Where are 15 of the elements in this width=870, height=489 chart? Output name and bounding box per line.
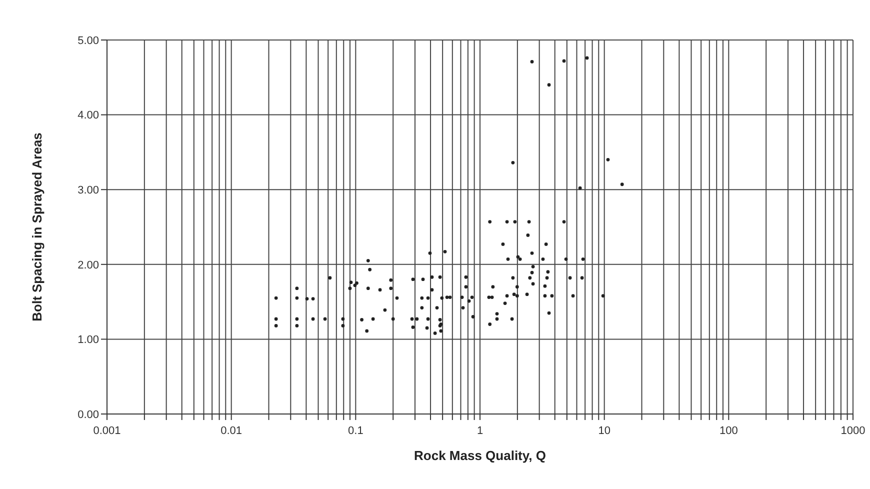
y-tick-label: 5.00 <box>78 34 99 47</box>
x-tick-label: 0.01 <box>220 425 242 437</box>
x-tick-label: 1 <box>476 425 484 437</box>
x-tick-label: 10 <box>598 425 610 437</box>
x-tick-label: 0.001 <box>93 425 121 437</box>
x-tick-label: 1000 <box>840 425 866 437</box>
x-tick-label: 0.1 <box>348 425 364 437</box>
y-tick-label: 4.00 <box>78 110 99 122</box>
y-tick-label: 2.00 <box>78 259 99 272</box>
y-tick-label: 1.00 <box>78 334 99 346</box>
y-tick-label: 3.00 <box>78 184 99 197</box>
y-axis-title: Bolt Spacing in Sprayed Areas <box>30 132 45 322</box>
y-tick-label: 0.00 <box>78 408 99 421</box>
x-axis-title: Rock Mass Quality, Q <box>414 448 546 463</box>
x-tick-label: 100 <box>719 425 738 437</box>
